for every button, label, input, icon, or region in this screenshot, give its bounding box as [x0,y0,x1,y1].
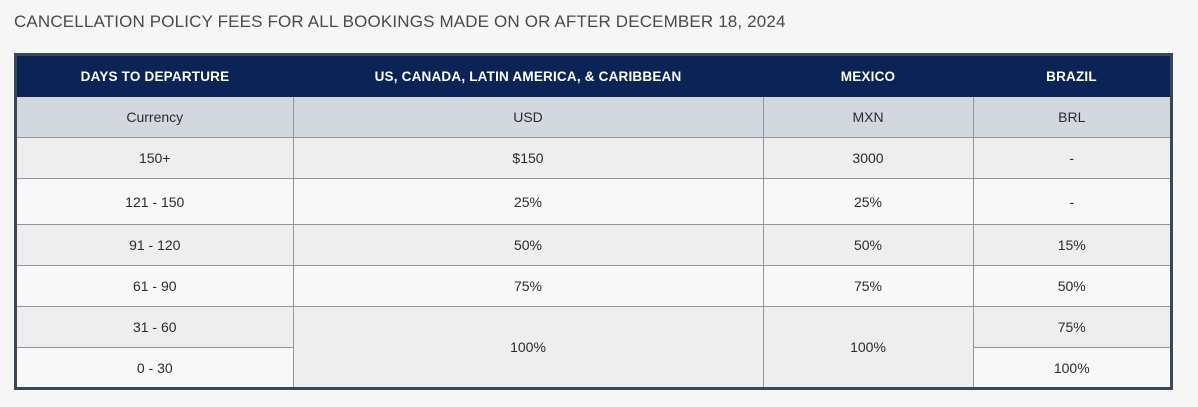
table-cell-mexico: 3000 [762,137,973,179]
cancellation-fees-table-container: DAYS TO DEPARTURE US, CANADA, LATIN AMER… [14,53,1173,390]
currency-usd: USD [292,97,763,138]
table-cell-days: 121 - 150 [17,178,293,225]
table-row: 0 - 30 100% [17,347,1170,387]
table-header-row: DAYS TO DEPARTURE US, CANADA, LATIN AMER… [17,56,1170,97]
table-row: 31 - 60 100% 100% 75% [17,306,1170,387]
table-cell-brazil: 15% [972,224,1170,266]
currency-label: Currency [17,97,293,138]
table-row: 150+ $150 3000 - [17,137,1170,179]
table-cell-us-merged: 100% [292,306,763,387]
table-row: 91 - 120 50% 50% 15% [17,224,1170,266]
header-mexico: MEXICO [763,56,973,97]
table-cell-us: $150 [292,137,763,179]
header-brazil: BRAZIL [973,56,1170,97]
table-cell-mexico: 50% [762,224,973,266]
table-cell-mexico: 25% [762,178,973,225]
table-cell-mexico: 75% [762,265,973,307]
currency-row: Currency USD MXN BRL [17,97,1170,138]
currency-mxn: MXN [762,97,973,138]
header-us-canada-latam: US, CANADA, LATIN AMERICA, & CARIBBEAN [293,56,763,97]
table-cell-brazil: 100% [972,347,1170,387]
page-title: CANCELLATION POLICY FEES FOR ALL BOOKING… [14,12,786,31]
currency-brl: BRL [972,97,1170,138]
table-cell-us: 75% [292,265,763,307]
table-cell-brazil: - [972,178,1170,225]
table-cell-days: 61 - 90 [17,265,293,307]
table-cell-brazil: 75% [972,306,1170,348]
table-cell-mexico-merged: 100% [762,306,973,387]
table-cell-days: 0 - 30 [17,347,293,387]
table-cell-days: 91 - 120 [17,224,293,266]
table-cell-us: 25% [292,178,763,225]
cancellation-fees-table: DAYS TO DEPARTURE US, CANADA, LATIN AMER… [17,56,1170,387]
table-cell-days: 150+ [17,137,293,179]
table-cell-brazil: - [972,137,1170,179]
header-days-to-departure: DAYS TO DEPARTURE [17,56,293,97]
table-row: 121 - 150 25% 25% - [17,178,1170,225]
table-row: 61 - 90 75% 75% 50% [17,265,1170,307]
table-cell-us: 50% [292,224,763,266]
table-cell-brazil: 50% [972,265,1170,307]
table-cell-days: 31 - 60 [17,306,293,348]
